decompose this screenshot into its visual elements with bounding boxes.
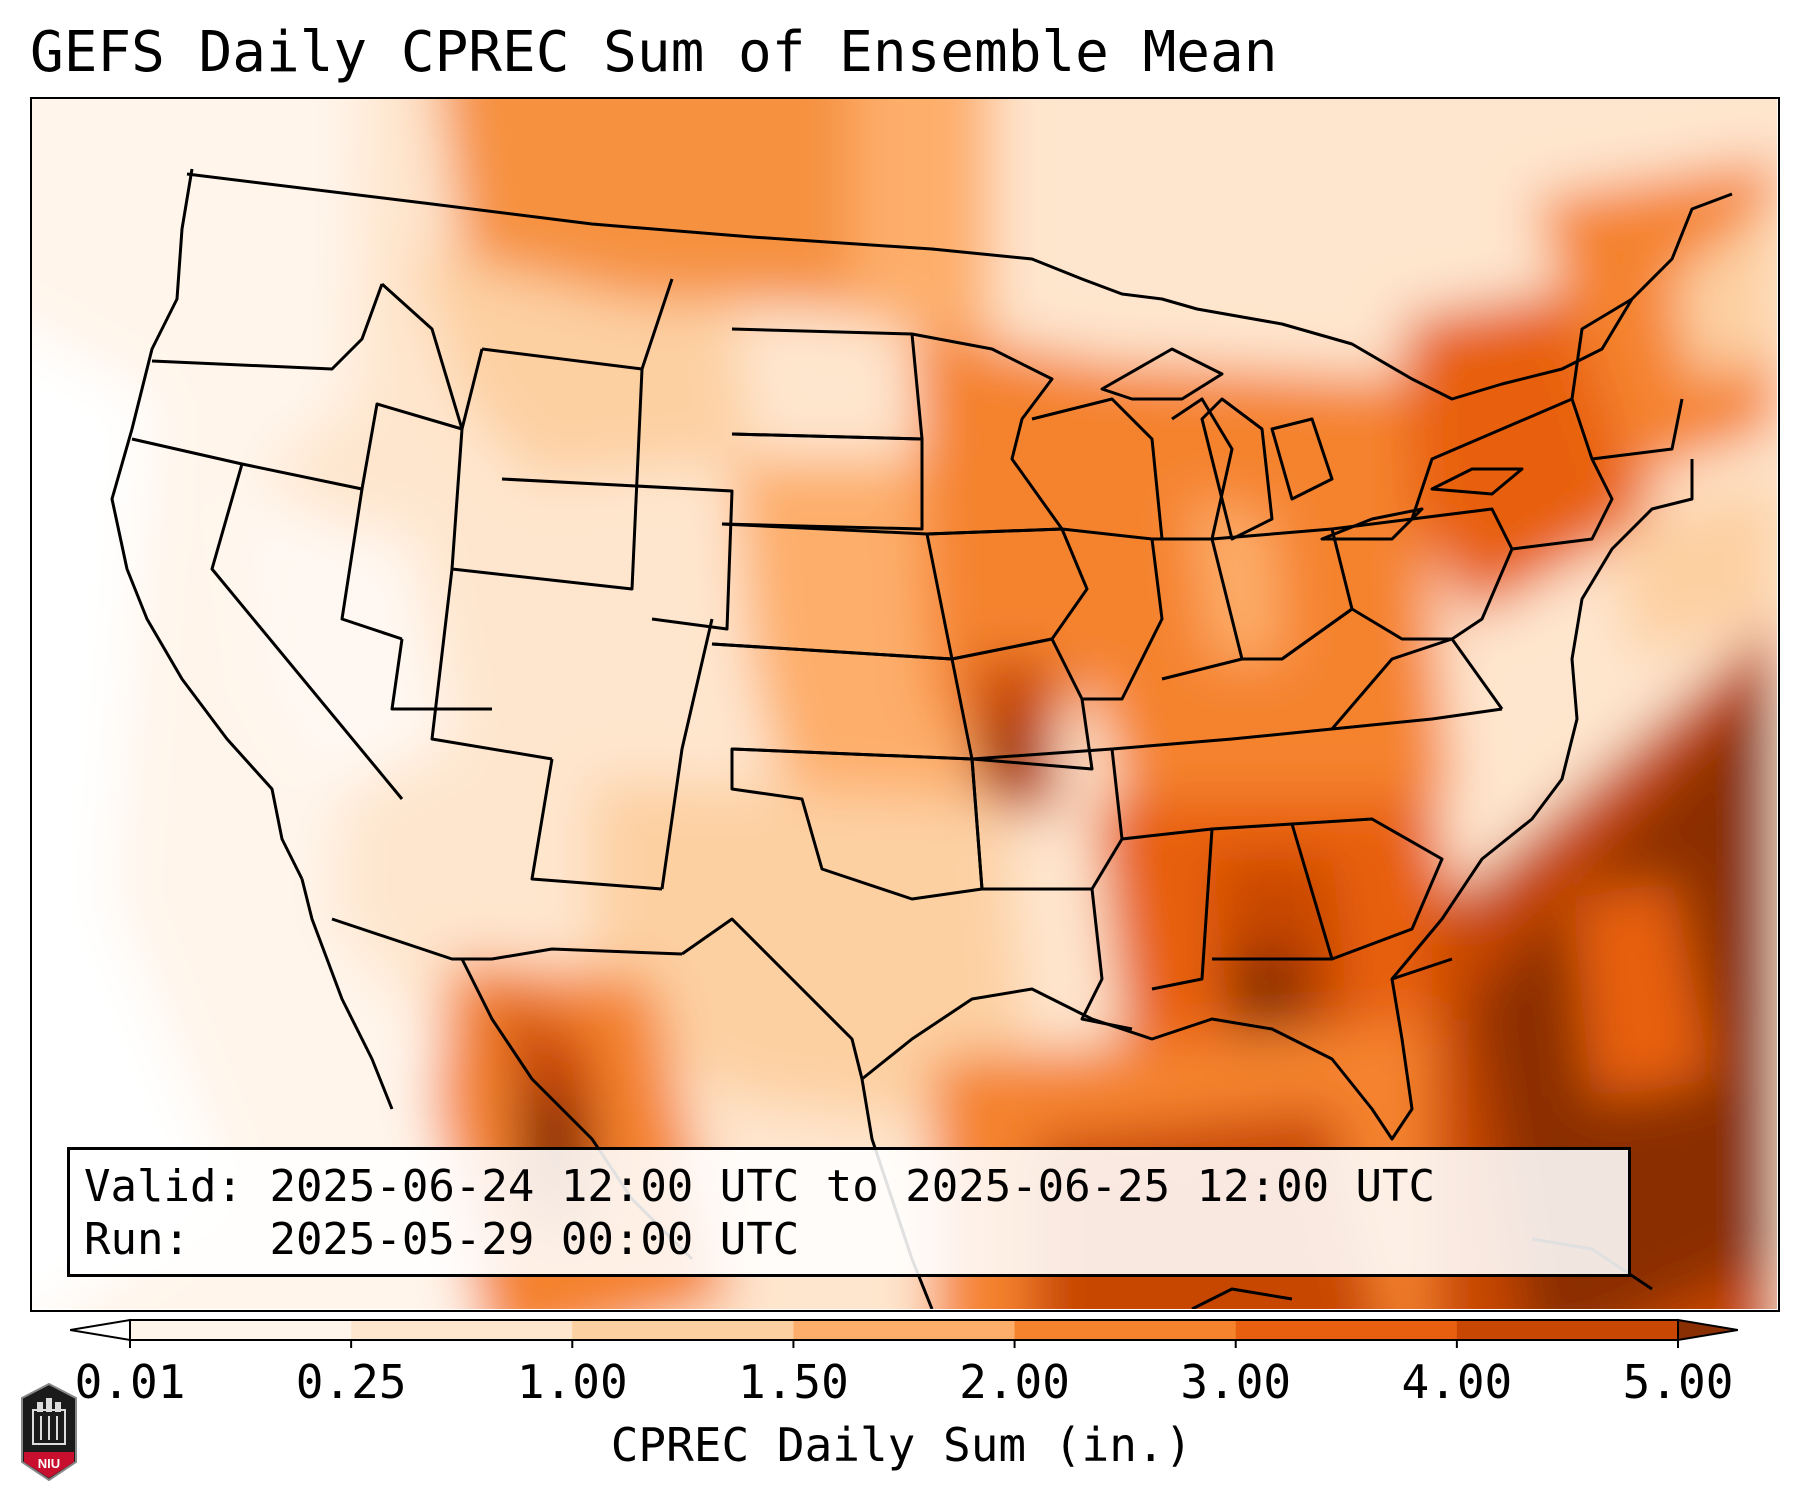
colorbar-tick-label: 1.00: [516, 1355, 628, 1409]
colorbar-tick-label: 4.00: [1401, 1355, 1513, 1409]
map-panel[interactable]: [30, 97, 1780, 1312]
colorbar: [70, 1318, 1738, 1348]
run-value: 2025-05-29 00:00 UTC: [269, 1214, 800, 1265]
colorbar-segment: [1456, 1320, 1679, 1340]
colorbar-tick-label: 5.00: [1622, 1355, 1734, 1409]
colorbar-segment: [572, 1320, 794, 1340]
colorbar-label: CPREC Daily Sum (in.): [610, 1418, 1193, 1472]
state-boundaries: [110, 168, 1733, 1309]
run-label: Run:: [84, 1214, 190, 1265]
niu-logo-text: NIU: [38, 1456, 60, 1471]
colorbar-outline: [129, 1319, 1679, 1341]
valid-run-info: Valid: 2025-06-24 12:00 UTC to 2025-06-2…: [67, 1147, 1631, 1277]
page-title: GEFS Daily CPREC Sum of Ensemble Mean: [30, 20, 1278, 85]
colorbar-segment: [351, 1320, 573, 1340]
colorbar-tick-label: 3.00: [1180, 1355, 1292, 1409]
colorbar-segment: [1235, 1320, 1458, 1340]
niu-logo: NIU: [21, 1382, 77, 1482]
colorbar-segment: [130, 1320, 352, 1340]
colorbar-tick-label: 1.50: [738, 1355, 849, 1409]
colorbar-under-arrow: [70, 1318, 131, 1342]
precip-map[interactable]: [32, 99, 1777, 1309]
valid-label: Valid:: [84, 1161, 243, 1212]
colorbar-tick-label: 0.25: [295, 1355, 407, 1409]
colorbar-segment: [793, 1320, 1016, 1340]
valid-value: 2025-06-24 12:00 UTC to 2025-06-25 12:00…: [269, 1161, 1436, 1212]
colorbar-tick-label: 2.00: [959, 1355, 1070, 1409]
colorbar-segment: [1014, 1320, 1237, 1340]
colorbar-tick-label: 0.01: [74, 1355, 186, 1409]
colorbar-over-arrow: [1677, 1318, 1738, 1342]
precip-field: [32, 99, 1777, 1309]
